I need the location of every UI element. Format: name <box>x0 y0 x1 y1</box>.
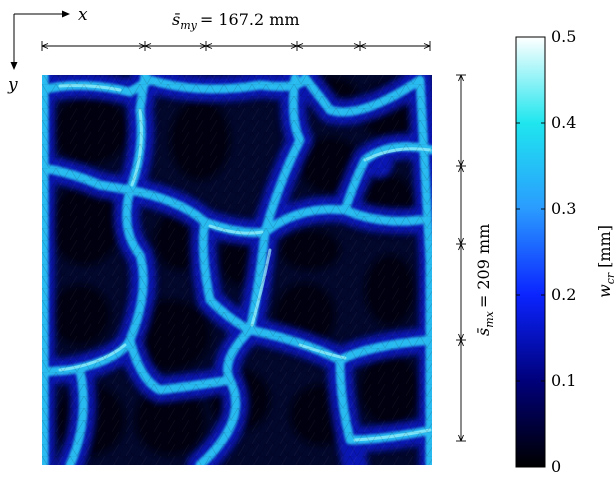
crack-width-plate <box>42 75 432 465</box>
right-dimension-line: s̄mx= 209 mm <box>456 74 496 442</box>
colorbar-tick-label: 0.1 <box>551 371 576 390</box>
colorbar-tick-label: 0 <box>551 457 561 476</box>
colorbar-tick-label: 0.2 <box>551 285 576 304</box>
mean-spacing-y-label: s̄my = 167.2 mm <box>172 10 300 32</box>
top-dimension-line: s̄my = 167.2 mm <box>41 10 431 51</box>
x-axis-label: x <box>78 5 88 25</box>
colorbar-label: wcr[mm] <box>595 225 616 298</box>
colorbar-ramp <box>515 36 546 468</box>
colorbar-tick-label: 0.3 <box>551 199 576 218</box>
axis-indicator: x y <box>7 5 88 95</box>
fe-mesh-overlay <box>42 75 432 465</box>
colorbar: 0 0.1 0.2 0.3 0.4 0.5 wcr[mm] <box>515 27 616 476</box>
colorbar-tick-label: 0.4 <box>551 113 576 132</box>
colorbar-ticks: 0 0.1 0.2 0.3 0.4 0.5 <box>516 27 576 476</box>
mean-spacing-x-label: s̄mx= 209 mm <box>474 224 496 336</box>
y-axis-label: y <box>7 75 18 95</box>
colorbar-tick-label: 0.5 <box>551 27 576 46</box>
